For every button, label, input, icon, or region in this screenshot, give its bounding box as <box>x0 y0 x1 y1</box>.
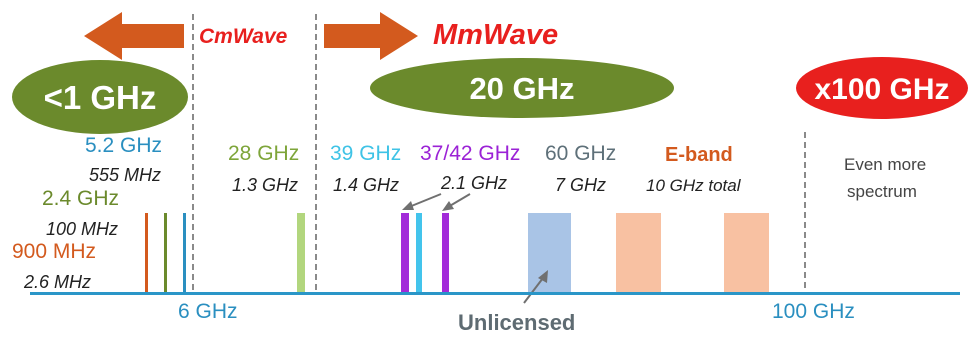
bw-label-1-4ghz: 1.4 GHz <box>333 175 399 195</box>
band-label-lt1ghz: <1 GHz <box>44 79 157 116</box>
axis-tick-100ghz: 100 GHz <box>772 300 855 323</box>
pointer-line-unlicensed <box>523 277 544 304</box>
spectrum-label: spectrum <box>847 182 917 201</box>
freq-label-2-4ghz: 2.4 GHz <box>42 187 119 210</box>
unlicensed-label: Unlicensed <box>458 310 575 333</box>
arrowhead-unlicensed <box>538 270 548 283</box>
bar-eband-1 <box>616 213 661 292</box>
band-ellipse-x100ghz <box>796 57 968 119</box>
bar-39ghz <box>416 213 422 292</box>
bw-label-555mhz: 555 MHz <box>89 165 161 185</box>
band-label-x100ghz: x100 GHz <box>814 73 949 106</box>
bw-label-2-6mhz: 2.6 MHz <box>23 272 91 292</box>
bar-eband-2 <box>724 213 769 292</box>
bar-5-2ghz <box>183 213 186 292</box>
bw-label-10ghz-total: 10 GHz total <box>646 176 742 195</box>
bw-label-7ghz: 7 GHz <box>555 175 606 195</box>
frequency-axis <box>30 292 960 295</box>
bar-900mhz <box>145 213 148 292</box>
mmwave-label: MmWave <box>433 19 558 51</box>
freq-label-60ghz: 60 GHz <box>545 142 616 165</box>
freq-label-28ghz: 28 GHz <box>228 142 299 165</box>
freq-label-37-42ghz: 37/42 GHz <box>420 142 520 165</box>
even-more-label: Even more <box>844 155 926 174</box>
bar-60ghz <box>528 213 571 292</box>
bw-label-2-1ghz: 2.1 GHz <box>440 173 507 193</box>
arrowhead-39ghz <box>402 201 414 210</box>
arrowhead-37-42ghz <box>442 201 454 211</box>
cmwave-label: CmWave <box>199 25 288 48</box>
eband-label: E-band <box>665 144 733 166</box>
axis-tick-6ghz: 6 GHz <box>178 300 238 323</box>
bw-label-100mhz: 100 MHz <box>46 219 118 239</box>
bar-28ghz <box>297 213 305 292</box>
band-ellipse-lt1ghz <box>12 60 188 134</box>
band-ellipse-20ghz <box>370 58 674 118</box>
right-arrow-icon <box>324 12 418 60</box>
pointer-line-37-42ghz <box>447 193 471 208</box>
freq-label-39ghz: 39 GHz <box>330 142 401 165</box>
freq-label-900mhz: 900 MHz <box>12 240 96 263</box>
freq-label-5-2ghz: 5.2 GHz <box>85 134 162 157</box>
bar-42ghz <box>442 213 449 292</box>
band-label-20ghz: 20 GHz <box>469 71 574 106</box>
bw-label-1-3ghz: 1.3 GHz <box>232 175 298 195</box>
bar-2-4ghz <box>164 213 167 292</box>
left-arrow-icon <box>84 12 184 60</box>
pointer-line-39ghz <box>408 193 442 208</box>
bar-37ghz <box>401 213 409 292</box>
